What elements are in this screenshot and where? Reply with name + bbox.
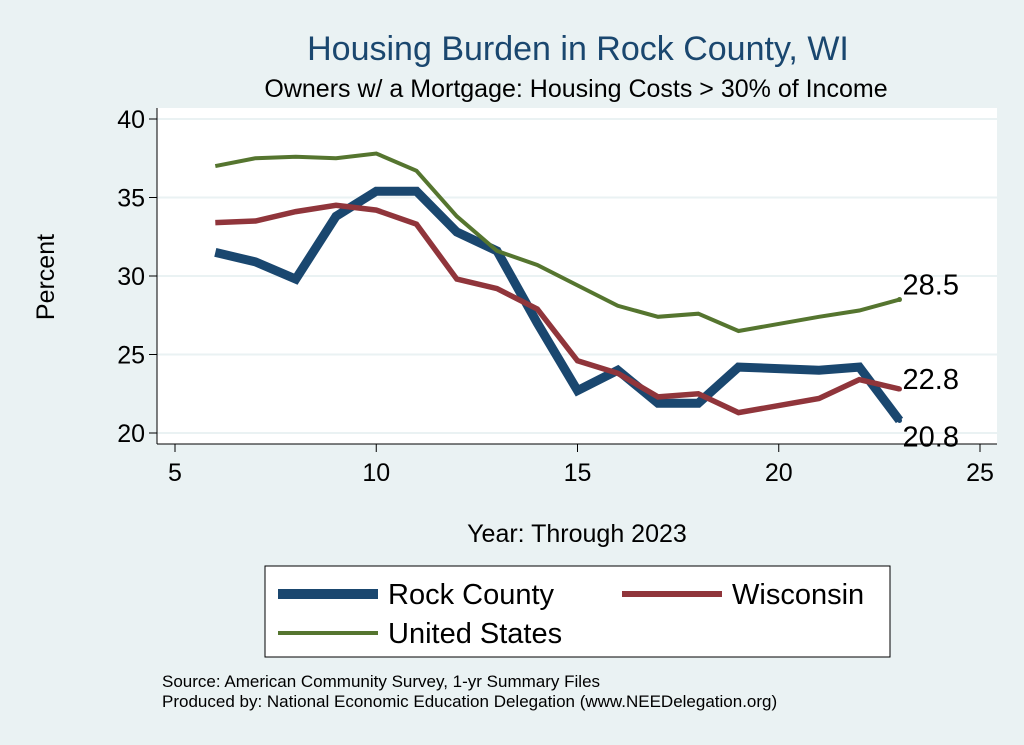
legend-label-united-states: United States xyxy=(388,618,562,650)
end-marker-united-states xyxy=(897,297,902,303)
x-axis-label: Year: Through 2023 xyxy=(467,520,687,548)
end-marker-rock-county xyxy=(897,417,902,423)
y-tick-label-35: 35 xyxy=(117,184,145,212)
end-label-wisconsin: 22.8 xyxy=(903,364,959,396)
x-tick-label-10: 10 xyxy=(362,459,390,487)
chart-title: Housing Burden in Rock County, WI xyxy=(307,30,849,68)
x-tick-label-5: 5 xyxy=(168,459,182,487)
y-axis-ticks: 20 25 30 35 40 xyxy=(117,106,157,448)
x-tick-label-25: 25 xyxy=(966,459,994,487)
end-label-united-states: 28.5 xyxy=(903,270,959,302)
legend xyxy=(264,565,891,658)
legend-label-rock-county: Rock County xyxy=(388,579,555,611)
x-tick-label-15: 15 xyxy=(564,459,592,487)
y-tick-label-25: 25 xyxy=(117,342,145,370)
end-label-rock-county: 20.8 xyxy=(903,421,959,453)
y-tick-label-40: 40 xyxy=(117,106,145,134)
series-line-rock-county xyxy=(214,186,904,424)
series-line-wisconsin xyxy=(215,202,901,416)
y-tick-label-20: 20 xyxy=(117,420,145,448)
end-labels: 20.8 22.8 28.5 xyxy=(897,270,959,453)
y-axis-label: Percent xyxy=(32,234,60,320)
series-lines xyxy=(214,151,904,424)
producer-note: Produced by: National Economic Education… xyxy=(162,692,777,711)
end-marker-wisconsin xyxy=(897,386,902,392)
x-tick-label-20: 20 xyxy=(765,459,793,487)
x-axis-ticks: 5 10 15 20 25 xyxy=(168,444,994,487)
source-note: Source: American Community Survey, 1-yr … xyxy=(162,672,600,691)
chart-subtitle: Owners w/ a Mortgage: Housing Costs > 30… xyxy=(264,75,887,103)
y-tick-label-30: 30 xyxy=(117,263,145,291)
legend-label-wisconsin: Wisconsin xyxy=(732,579,864,611)
series-line-united-states xyxy=(214,151,901,334)
